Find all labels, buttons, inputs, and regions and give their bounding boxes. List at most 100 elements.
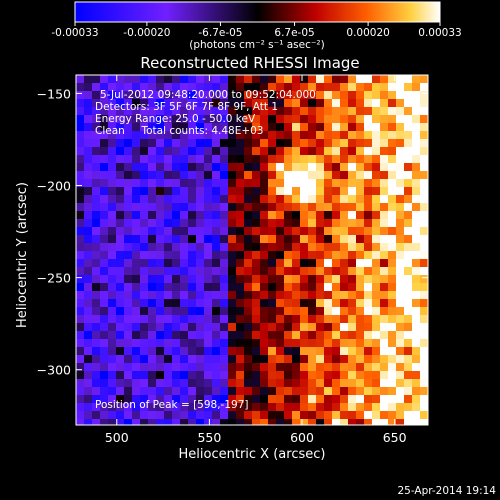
- heatmap-cell: [340, 219, 349, 228]
- heatmap-cell: [332, 323, 341, 332]
- heatmap-cell: [404, 395, 413, 404]
- heatmap-cell: [396, 403, 405, 412]
- heatmap-cell: [252, 83, 261, 92]
- heatmap-cell: [124, 363, 133, 372]
- heatmap-cell: [380, 107, 389, 116]
- heatmap-cell: [148, 371, 157, 380]
- heatmap-cell: [276, 171, 285, 180]
- heatmap-cell: [324, 171, 333, 180]
- heatmap-cell: [252, 331, 261, 340]
- heatmap-cell: [300, 347, 309, 356]
- heatmap-cell: [372, 379, 381, 388]
- heatmap-cell: [140, 283, 149, 292]
- heatmap-cell: [180, 307, 189, 316]
- heatmap-cell: [212, 403, 221, 412]
- heatmap-cell: [244, 179, 253, 188]
- heatmap-cell: [276, 91, 285, 100]
- heatmap-cell: [124, 115, 133, 124]
- heatmap-cell: [212, 155, 221, 164]
- heatmap-cell: [244, 155, 253, 164]
- heatmap-cell: [364, 363, 373, 372]
- heatmap-cell: [244, 339, 253, 348]
- heatmap-cell: [404, 411, 413, 420]
- heatmap-cell: [348, 411, 357, 420]
- heatmap-cell: [284, 371, 293, 380]
- heatmap-cell: [396, 299, 405, 308]
- heatmap-cell: [212, 307, 221, 316]
- heatmap-cell: [84, 91, 93, 100]
- heatmap-cell: [276, 403, 285, 412]
- heatmap-cell: [148, 347, 157, 356]
- heatmap-cell: [252, 371, 261, 380]
- heatmap-cell: [196, 251, 205, 260]
- heatmap-cell: [124, 171, 133, 180]
- heatmap-cell: [124, 371, 133, 380]
- heatmap-cell: [84, 355, 93, 364]
- heatmap-cell: [100, 147, 109, 156]
- heatmap-cell: [188, 179, 197, 188]
- heatmap-cell: [300, 115, 309, 124]
- heatmap-cell: [188, 139, 197, 148]
- heatmap-cell: [180, 355, 189, 364]
- heatmap-cell: [292, 171, 301, 180]
- heatmap-cell: [172, 411, 181, 420]
- heatmap-cell: [420, 331, 428, 340]
- heatmap-cell: [236, 331, 245, 340]
- heatmap-cell: [140, 251, 149, 260]
- heatmap-cell: [180, 139, 189, 148]
- heatmap-cell: [396, 163, 405, 172]
- heatmap-cell: [244, 267, 253, 276]
- heatmap-cell: [140, 123, 149, 132]
- heatmap-cell: [308, 387, 317, 396]
- heatmap-cell: [84, 411, 93, 420]
- heatmap-cell: [140, 195, 149, 204]
- heatmap-cell: [132, 395, 141, 404]
- heatmap-cell: [148, 147, 157, 156]
- heatmap-cell: [268, 115, 277, 124]
- heatmap-cell: [420, 363, 428, 372]
- heatmap-cell: [316, 99, 325, 108]
- heatmap-cell: [412, 315, 421, 324]
- heatmap-cell: [332, 115, 341, 124]
- heatmap-cell: [180, 219, 189, 228]
- heatmap-cell: [84, 75, 93, 84]
- heatmap-cell: [348, 91, 357, 100]
- heatmap-cell: [276, 315, 285, 324]
- heatmap-cell: [180, 259, 189, 268]
- heatmap-cell: [324, 75, 333, 84]
- heatmap-cell: [180, 299, 189, 308]
- heatmap-cell: [308, 419, 317, 425]
- heatmap-cell: [220, 291, 229, 300]
- heatmap-cell: [116, 211, 125, 220]
- heatmap-cell: [100, 235, 109, 244]
- heatmap-cell: [180, 315, 189, 324]
- heatmap-cell: [276, 275, 285, 284]
- heatmap-cell: [220, 331, 229, 340]
- heatmap-cell: [236, 299, 245, 308]
- heatmap-cell: [260, 315, 269, 324]
- heatmap-cell: [156, 347, 165, 356]
- heatmap-cell: [308, 179, 317, 188]
- heatmap-cell: [364, 283, 373, 292]
- heatmap-cell: [268, 323, 277, 332]
- heatmap-cell: [116, 139, 125, 148]
- heatmap-cell: [148, 227, 157, 236]
- heatmap-cell: [100, 163, 109, 172]
- heatmap-cell: [220, 371, 229, 380]
- heatmap-cell: [236, 347, 245, 356]
- heatmap-cell: [188, 243, 197, 252]
- heatmap-cell: [108, 355, 117, 364]
- heatmap-cell: [380, 267, 389, 276]
- heatmap-cell: [372, 387, 381, 396]
- heatmap-cell: [252, 283, 261, 292]
- heatmap-cell: [84, 403, 93, 412]
- heatmap-cell: [340, 251, 349, 260]
- heatmap-cell: [108, 139, 117, 148]
- heatmap-cell: [316, 299, 325, 308]
- heatmap-cell: [196, 347, 205, 356]
- heatmap-cell: [124, 291, 133, 300]
- heatmap-cell: [372, 259, 381, 268]
- heatmap-cell: [252, 275, 261, 284]
- heatmap-cell: [340, 379, 349, 388]
- heatmap-cell: [124, 251, 133, 260]
